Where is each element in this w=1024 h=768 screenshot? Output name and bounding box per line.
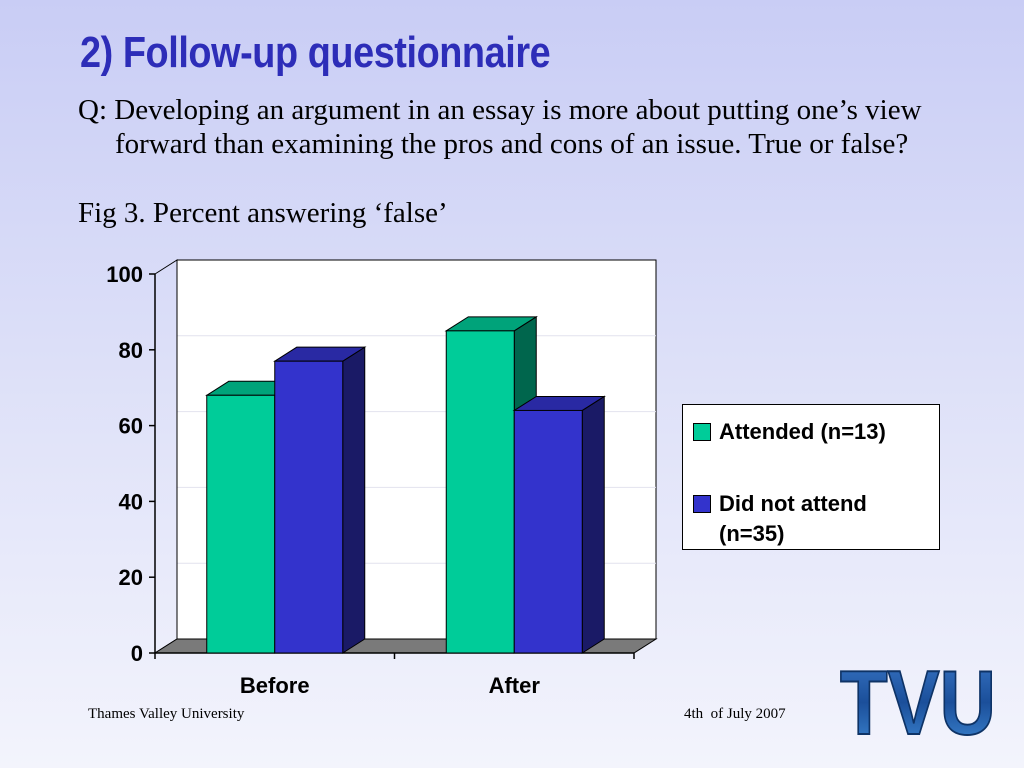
bar-front [513,409,583,654]
x-tick-label: After [489,673,541,698]
question-text: Q: Developing an argument in an essay is… [78,94,922,160]
bar-front [206,394,276,654]
figure-caption: Fig 3. Percent answering ‘false’ [78,197,448,229]
bar-did-not-attend-after [512,395,606,654]
legend-swatch-attended [693,423,711,441]
legend-swatch-did-not-attend [693,495,711,513]
y-tick-label: 20 [119,565,143,590]
bar-side [581,395,605,654]
y-tick-label: 60 [119,414,143,439]
tvu-logo: TVU [839,658,997,746]
legend-label-did-not-attend: Did not attend (n=35) [719,491,867,546]
bar-front [274,360,344,654]
slide-title: 2) Follow-up questionnaire [80,28,551,77]
bar-front [445,330,515,654]
y-tick-label: 100 [106,262,143,287]
footer-date: 4th of July 2007 [684,706,786,722]
chart-legend: Attended (n=13) Did not attend (n=35) [682,404,940,550]
svg-text:TVU: TVU [840,658,996,746]
y-tick-label: 80 [119,338,143,363]
footer-university: Thames Valley University [88,706,245,722]
y-tick-label: 0 [131,641,143,666]
legend-label-attended: Attended (n=13) [719,419,886,444]
chart-side-wall [154,259,178,654]
bar-did-not-attend-before [273,346,367,654]
legend-item-attended: Attended (n=13) [693,417,929,447]
bar-side [342,346,366,654]
y-tick-label: 40 [119,489,143,514]
x-tick-label: Before [240,673,310,698]
legend-item-did-not-attend: Did not attend (n=35) [693,489,929,549]
